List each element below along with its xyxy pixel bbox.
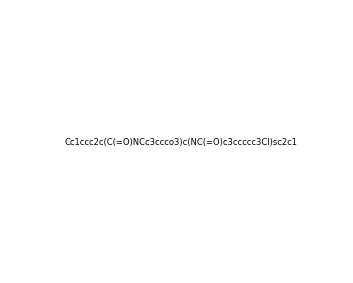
Text: Cc1ccc2c(C(=O)NCc3ccco3)c(NC(=O)c3ccccc3Cl)sc2c1: Cc1ccc2c(C(=O)NCc3ccco3)c(NC(=O)c3ccccc3… [64,138,298,147]
